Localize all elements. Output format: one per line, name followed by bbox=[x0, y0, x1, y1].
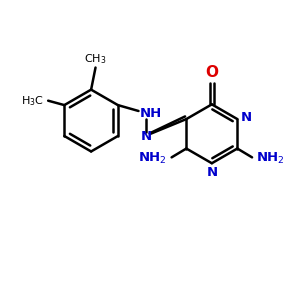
Text: NH$_2$: NH$_2$ bbox=[138, 151, 167, 166]
Text: N: N bbox=[206, 166, 218, 178]
Text: H$_3$C: H$_3$C bbox=[21, 94, 44, 108]
Text: NH: NH bbox=[140, 107, 162, 120]
Text: N: N bbox=[141, 130, 152, 142]
Text: NH$_2$: NH$_2$ bbox=[256, 151, 285, 166]
Text: N: N bbox=[241, 111, 252, 124]
Text: O: O bbox=[206, 65, 219, 80]
Text: CH$_3$: CH$_3$ bbox=[84, 52, 107, 66]
